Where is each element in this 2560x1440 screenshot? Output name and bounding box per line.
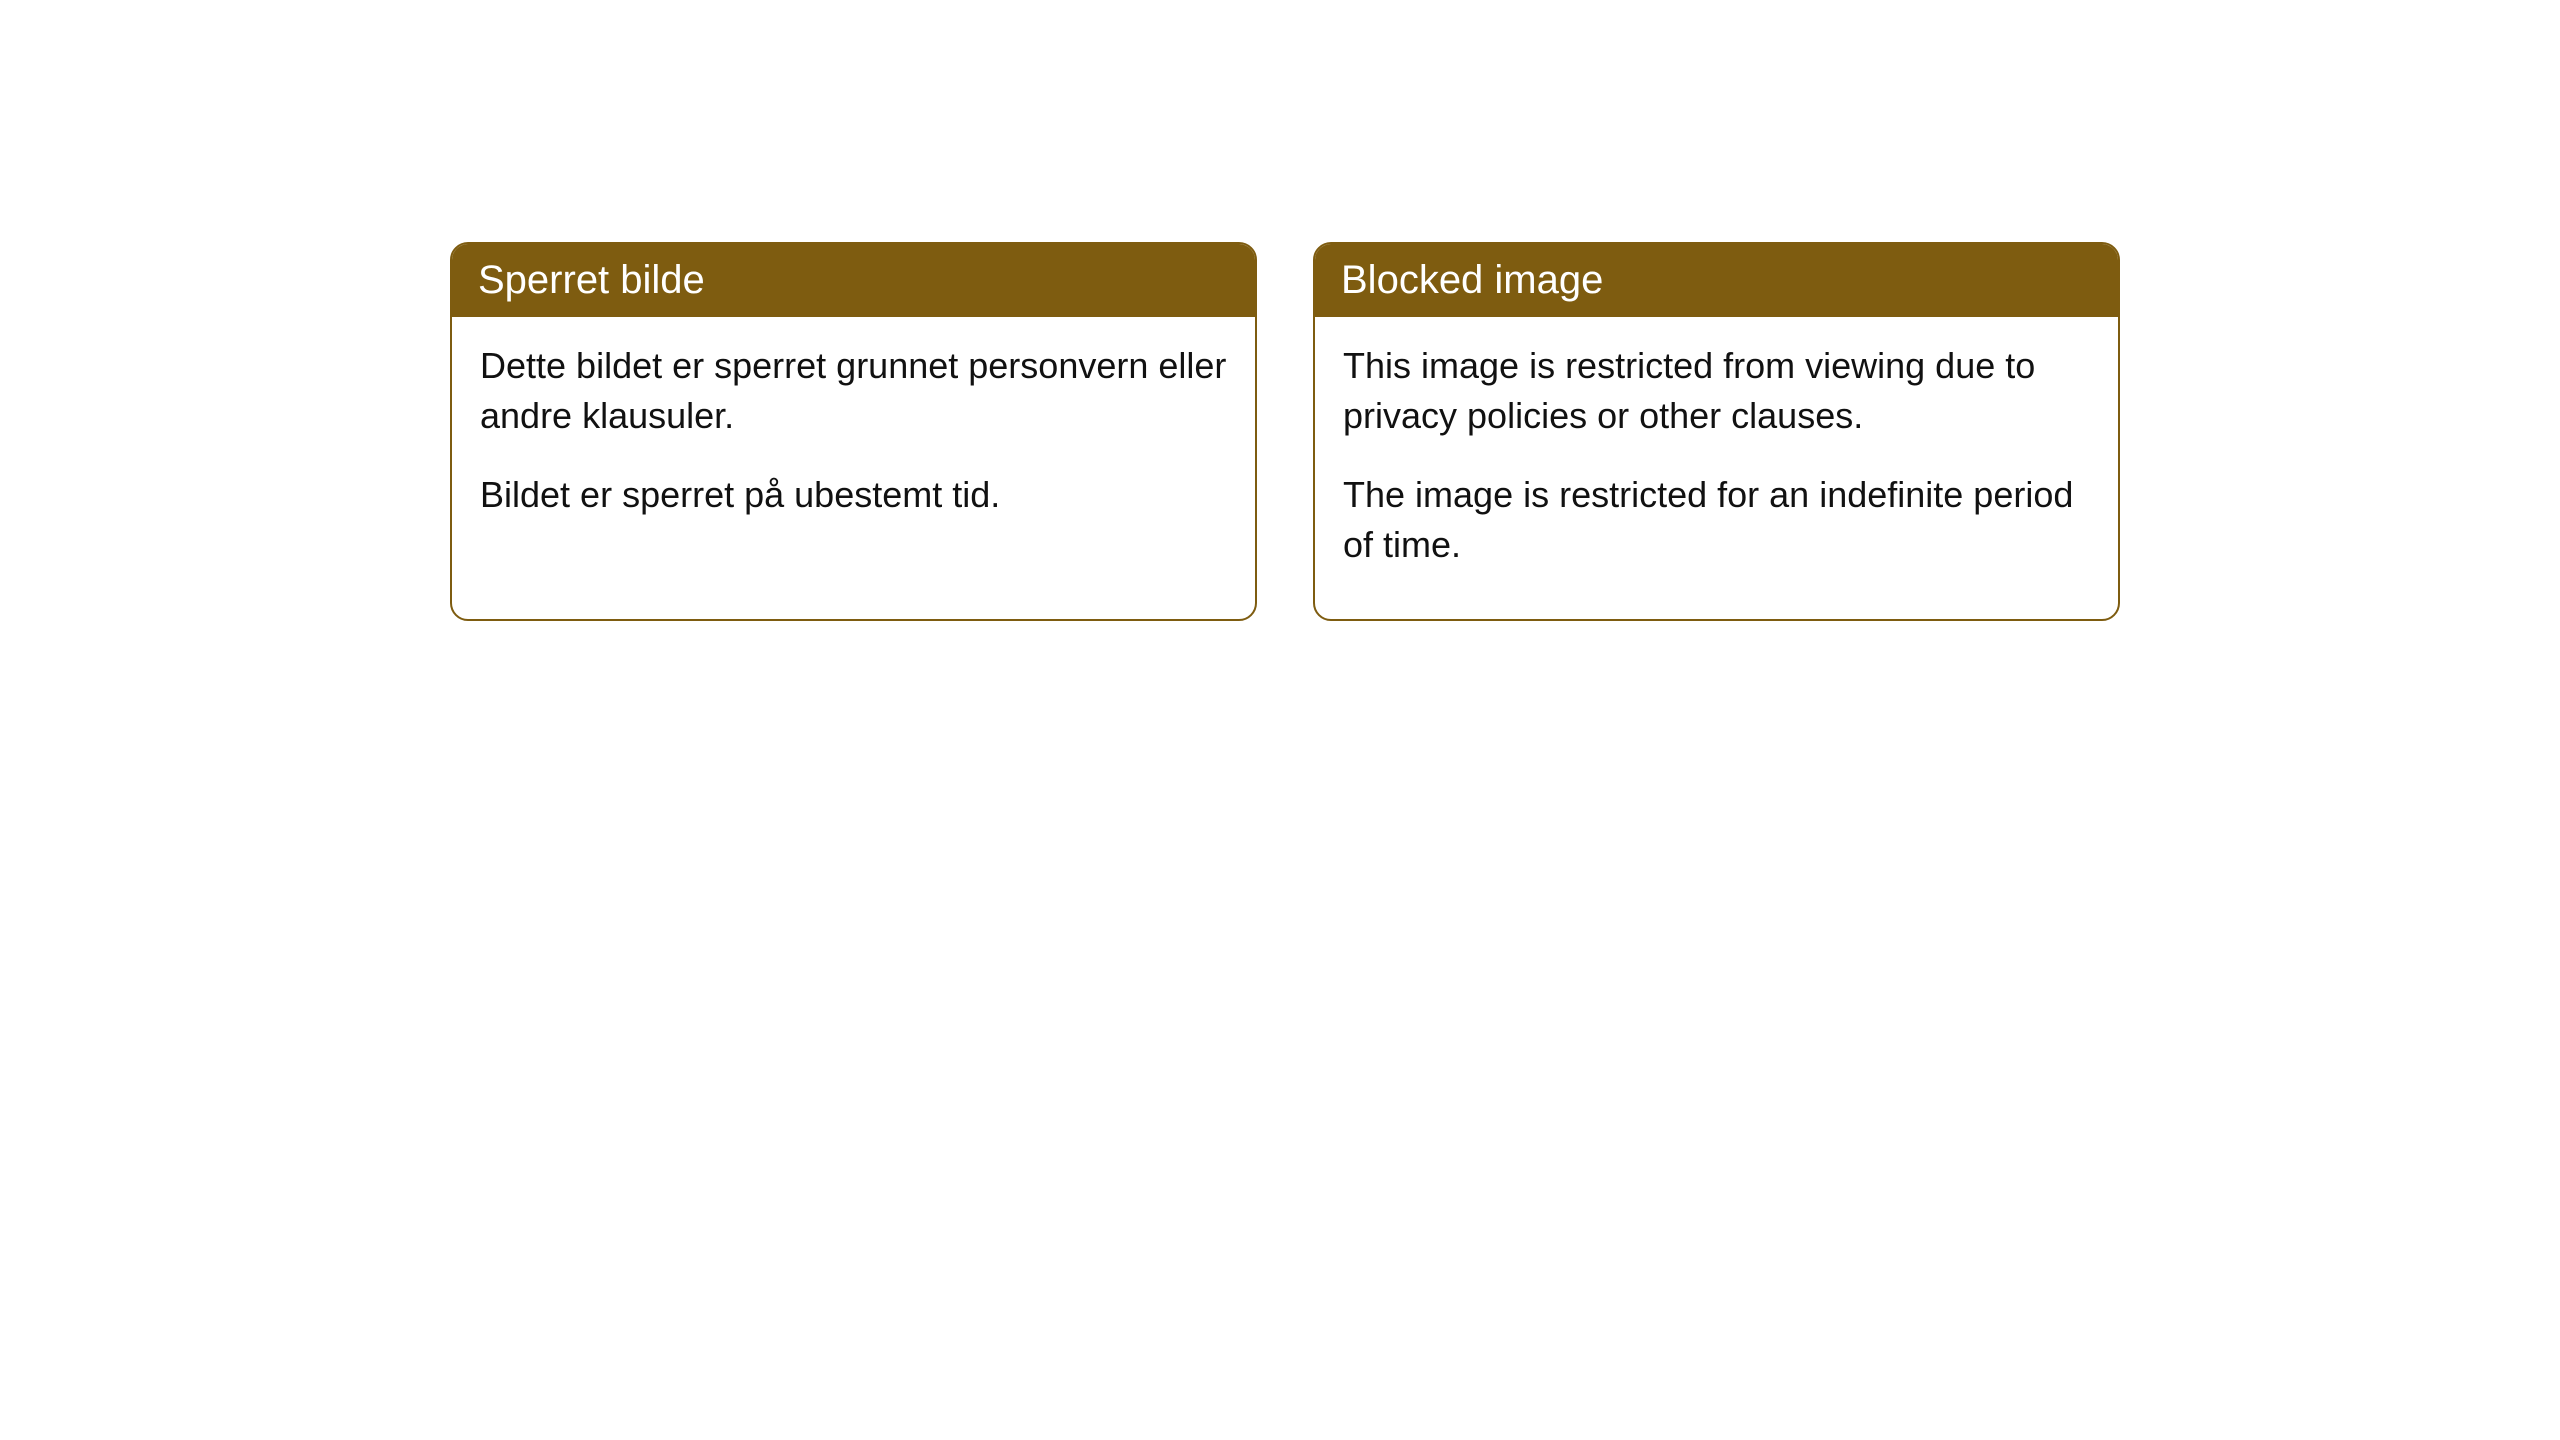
cards-container: Sperret bilde Dette bildet er sperret gr… <box>450 242 2120 621</box>
blocked-image-card-norwegian: Sperret bilde Dette bildet er sperret gr… <box>450 242 1257 621</box>
card-text-line2: The image is restricted for an indefinit… <box>1343 470 2090 571</box>
card-text-line1: This image is restricted from viewing du… <box>1343 341 2090 442</box>
card-header-norwegian: Sperret bilde <box>452 244 1255 317</box>
blocked-image-card-english: Blocked image This image is restricted f… <box>1313 242 2120 621</box>
card-text-line2: Bildet er sperret på ubestemt tid. <box>480 470 1227 520</box>
card-title: Blocked image <box>1341 258 1603 302</box>
card-header-english: Blocked image <box>1315 244 2118 317</box>
card-title: Sperret bilde <box>478 258 705 302</box>
card-body-english: This image is restricted from viewing du… <box>1315 317 2118 619</box>
card-body-norwegian: Dette bildet er sperret grunnet personve… <box>452 317 1255 568</box>
card-text-line1: Dette bildet er sperret grunnet personve… <box>480 341 1227 442</box>
